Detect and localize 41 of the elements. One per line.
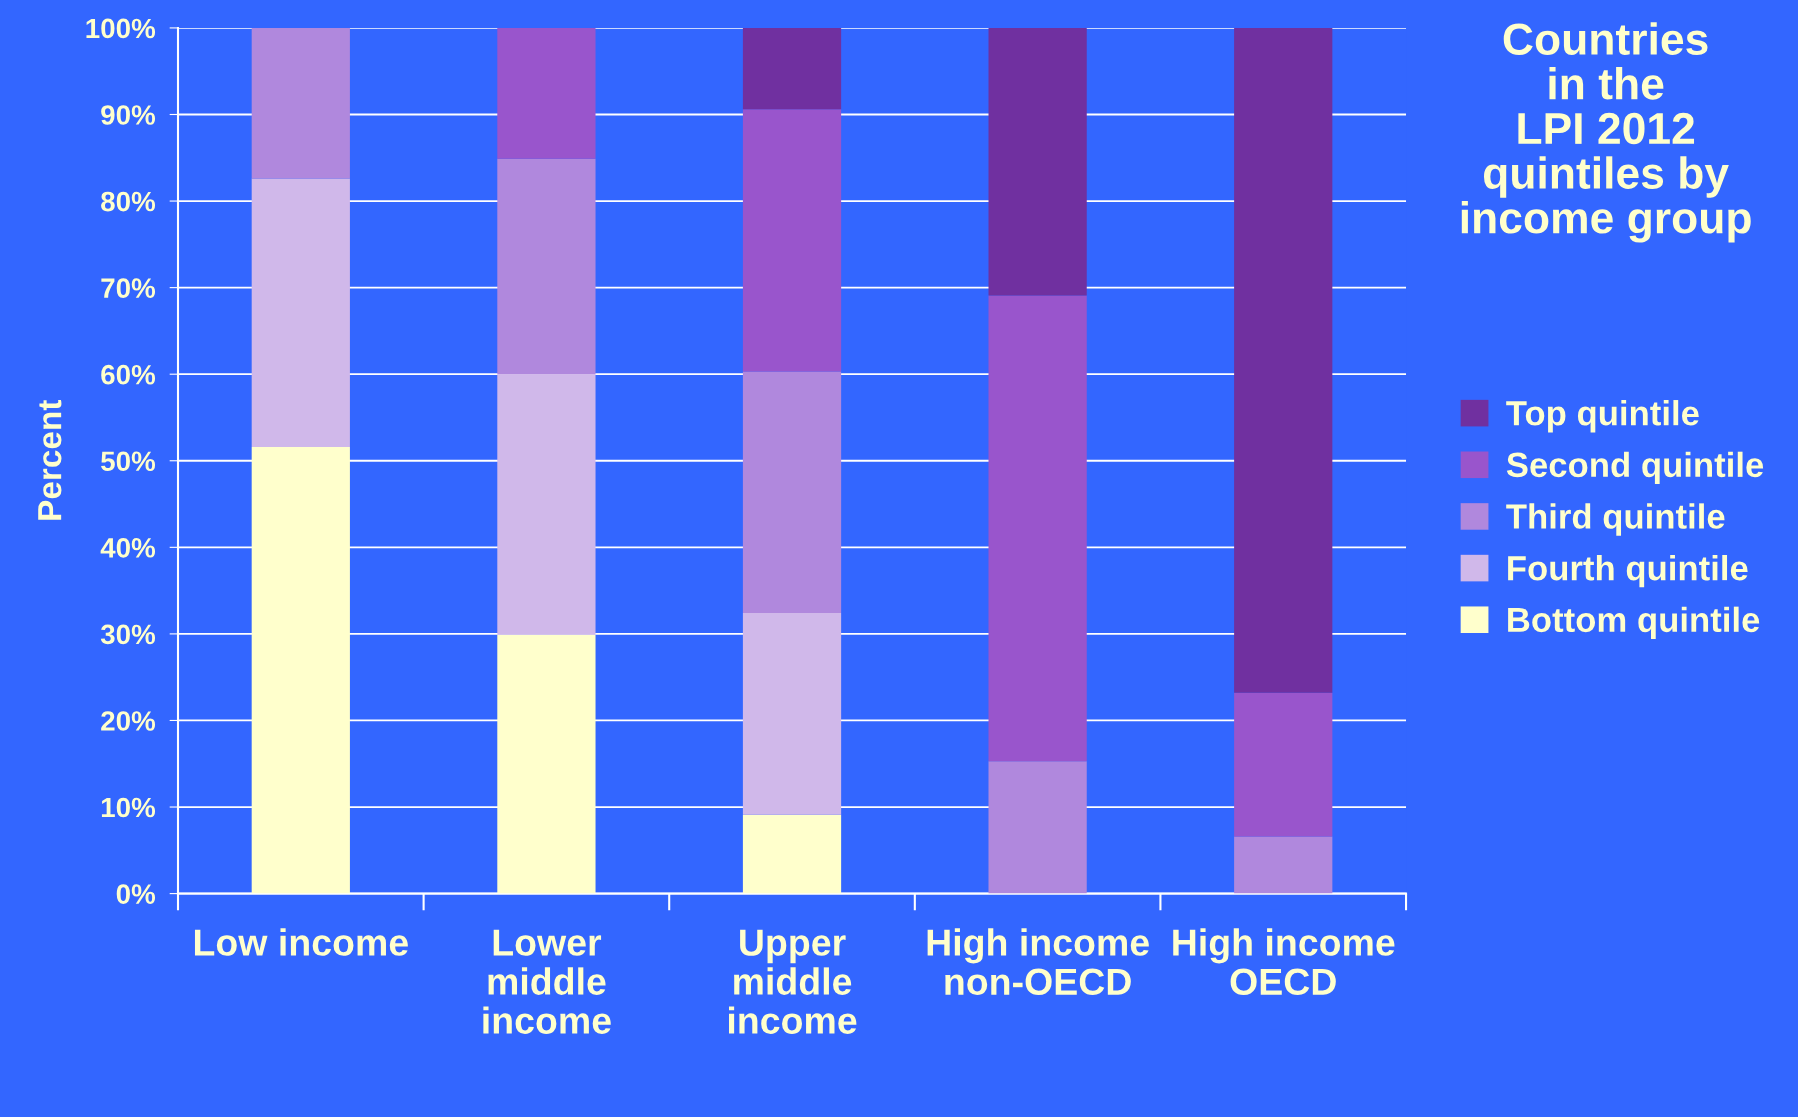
bar [988,27,1087,296]
bar [497,158,596,375]
bar [742,109,842,372]
legend-label: Bottom quintile [1508,606,1760,640]
y-tick-label: 40% [100,538,156,558]
legend-label: Fourth quintile [1508,554,1748,588]
text: Countries in the LPI 2012 quintiles by income group [1461,22,1751,243]
bar [988,295,1087,762]
bar [1234,692,1333,837]
x-tick-label: High income OECD [1173,928,1395,996]
legend-label: Third quintile [1506,503,1725,536]
bar [251,27,350,179]
y-tick-label: 50% [101,451,156,472]
y-tick-label: 100% [86,18,156,39]
bar [497,634,596,894]
bar [497,374,596,635]
y-tick-label: 60% [101,364,156,385]
bar [251,178,350,447]
bar [742,371,842,614]
bar [1234,27,1333,693]
bar [742,27,842,110]
legend-label: Second quintile [1506,451,1764,485]
y-tick-label: 90% [101,105,156,125]
bar [988,761,1087,894]
y-tick-label: 20% [101,711,156,731]
x-tick-label: Low income [194,928,408,956]
bar [742,814,842,894]
bar [1234,836,1333,894]
y-tick-label: 10% [101,797,156,818]
y-tick-label: 30% [100,624,156,645]
bar [251,446,350,894]
bar [742,613,842,815]
x-tick-label: High income non-OECD [927,928,1149,996]
x-tick-label: Upper middle income [729,929,857,1034]
bar [497,27,596,159]
y-tick-label: 70% [101,278,156,298]
y-tick-label: 80% [101,191,156,212]
y-axis-title: Percent [38,400,62,520]
legend-label: Top quintile [1506,400,1699,433]
y-tick-label: 0% [116,884,156,904]
x-tick-label: Lower middle income [483,929,611,1034]
